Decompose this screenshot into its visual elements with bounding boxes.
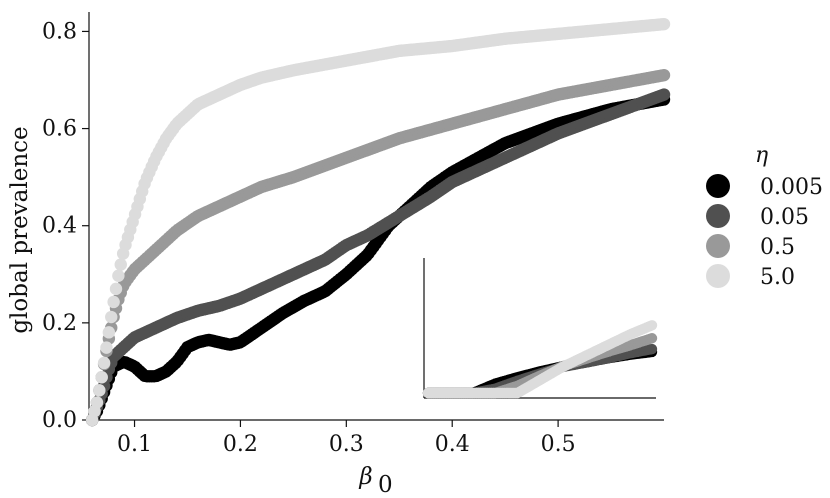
data-point [114,258,127,271]
data-point [657,17,671,31]
y-tick-label: 0.0 [42,408,77,433]
legend-label: 5.0 [760,265,795,290]
data-point [657,88,671,101]
y-tick-label: 0.2 [42,311,77,336]
data-point [107,295,120,309]
series-0_5 [85,68,671,427]
x-tick-label: 0.2 [223,432,258,457]
data-point [105,310,118,324]
data-point [112,269,125,282]
x-tick-label: 0.1 [117,432,152,457]
data-point [90,396,104,409]
y-tick-label: 0.4 [42,214,77,239]
legend-label: 0.005 [760,175,823,200]
main-plot: 0.0 0.2 0.4 0.6 0.8 0.1 0.2 0.3 0.4 0.5 [42,12,671,457]
legend-items: 0.005 0.05 0.5 5.0 [706,174,823,290]
legend-marker [706,174,730,198]
legend-label: 0.5 [760,235,795,260]
x-tick-label: 0.4 [435,432,470,457]
legend: η 0.005 0.05 0.5 5.0 [706,143,823,290]
x-ticks: 0.1 0.2 0.3 0.4 0.5 [117,420,576,457]
legend-marker [706,234,730,258]
data-point [95,371,108,384]
legend-marker [706,264,730,288]
series-0_05 [85,88,671,427]
data-point [100,341,113,354]
y-ticks: 0.0 0.2 0.4 0.6 0.8 [42,19,89,433]
data-point [109,282,123,296]
x-axis-label: β [358,464,372,490]
y-axis-label: global prevalence [7,126,33,333]
x-axis-label-subscript: 0 [378,472,393,498]
inset-series-layer [422,320,658,399]
inset-series-5_0 [422,320,658,399]
data-point [102,326,116,339]
legend-label: 0.05 [760,205,809,230]
x-tick-label: 0.3 [329,432,364,457]
series-layer [85,17,671,427]
inset-data-point [646,333,658,344]
y-tick-label: 0.6 [42,117,77,142]
inset-data-point [646,343,658,355]
legend-title: η [755,143,768,168]
data-point [657,68,671,82]
legend-marker [706,204,730,228]
y-tick-label: 0.8 [42,19,77,44]
inset-plot [422,258,658,399]
data-point [97,356,111,370]
inset-data-point [646,320,658,331]
data-point [93,384,106,397]
x-tick-label: 0.5 [541,432,576,457]
series-5_0 [85,17,671,427]
